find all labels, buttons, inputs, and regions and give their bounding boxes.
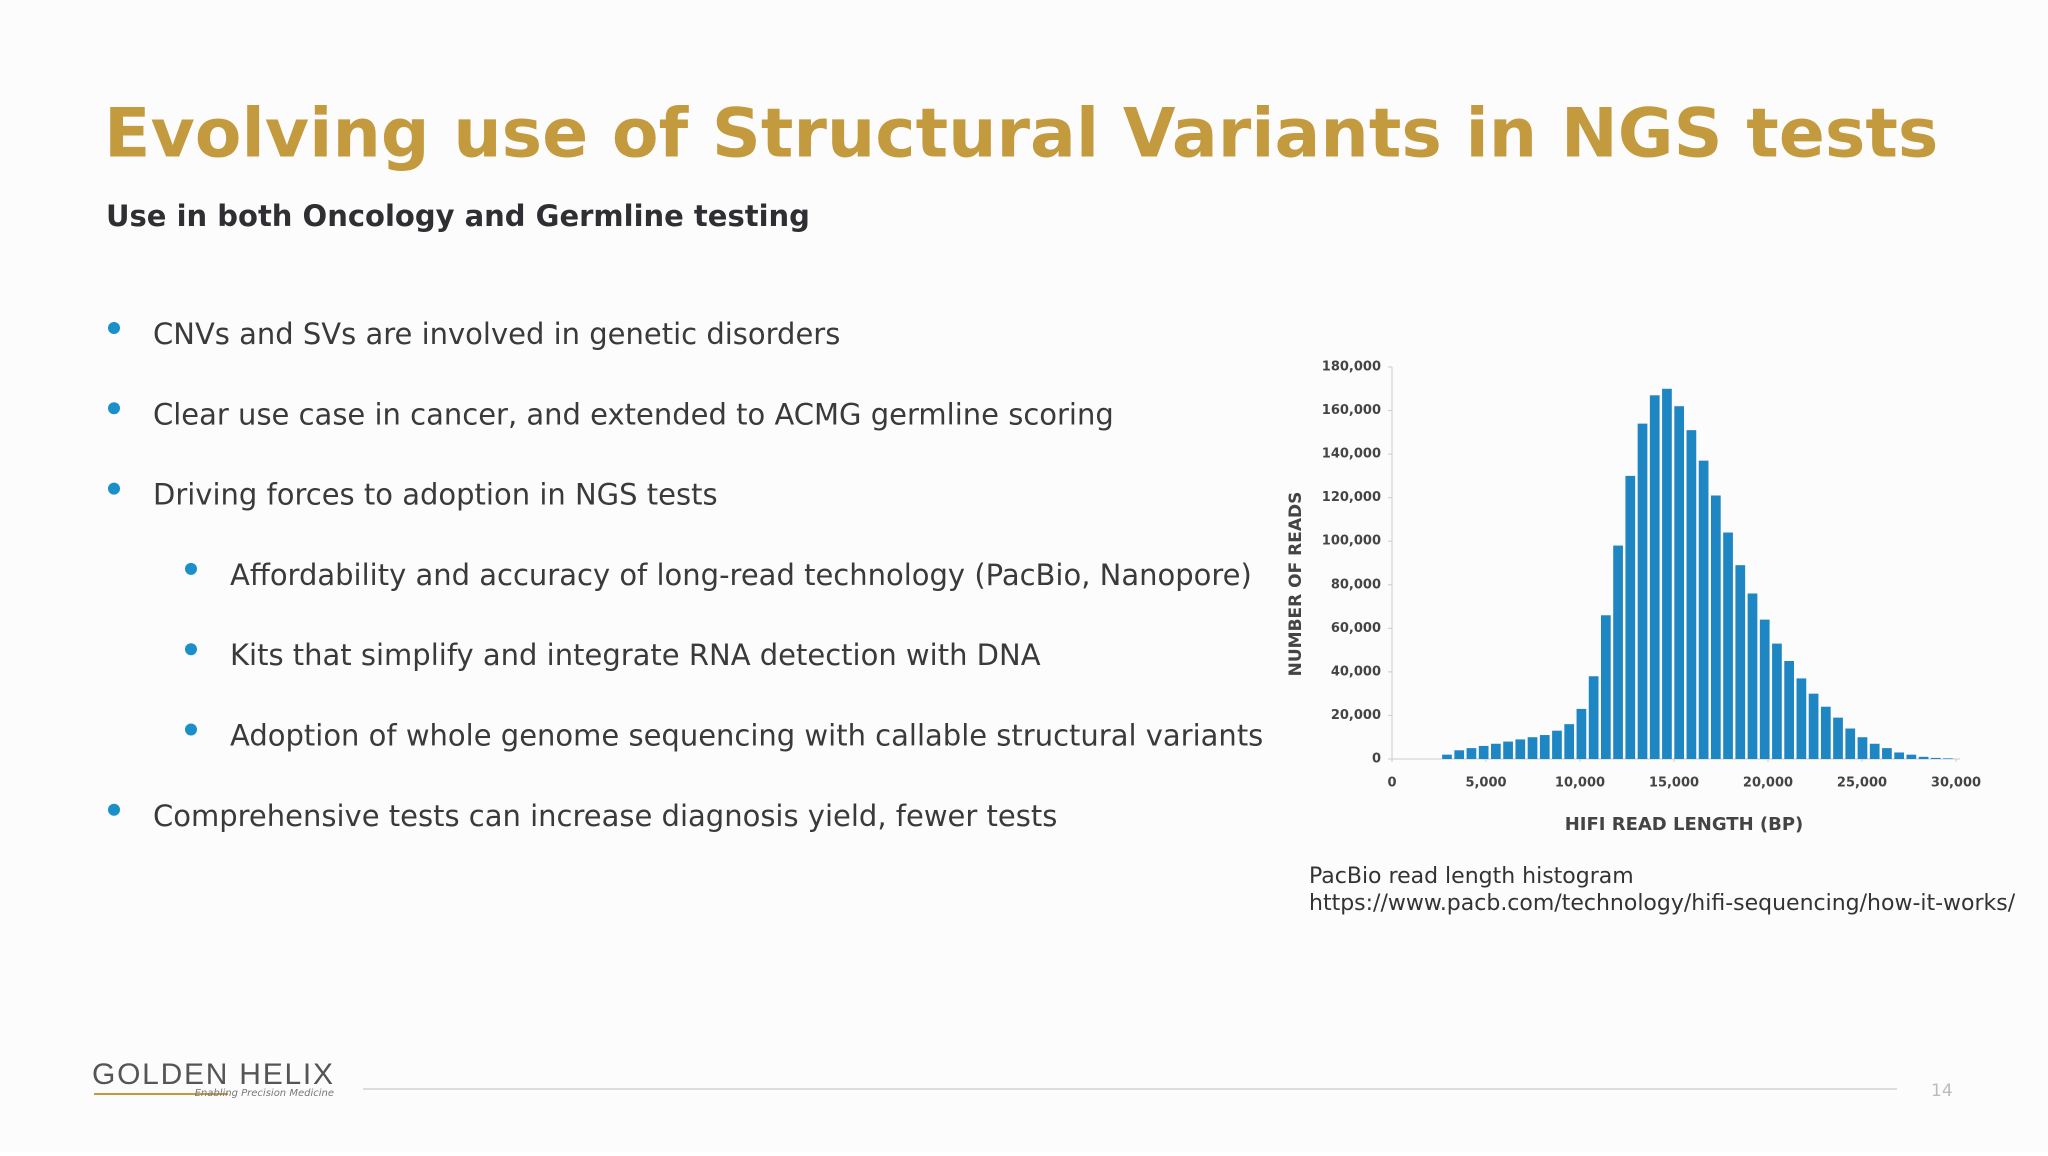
bar	[1564, 724, 1575, 759]
slide-title: Evolving use of Structural Variants in N…	[104, 95, 1938, 174]
bar	[1882, 748, 1892, 759]
bar	[1845, 728, 1856, 759]
logo-tagline: Enabling Precision Medicine	[195, 1088, 334, 1099]
bar	[1943, 758, 1953, 759]
page-number: 14	[1931, 1081, 1953, 1101]
bar	[1808, 693, 1819, 759]
x-tick-label: 10,000	[1555, 776, 1605, 791]
bar	[1759, 619, 1770, 759]
bar	[1613, 545, 1623, 759]
x-axis-label: HIFI READ LENGTH (BP)	[1565, 814, 1804, 835]
bar	[1906, 754, 1917, 759]
bar	[1698, 460, 1709, 759]
bullet-dot	[108, 322, 120, 334]
bullet-text: CNVs and SVs are involved in genetic dis…	[153, 317, 840, 351]
bar	[1503, 741, 1513, 759]
bar	[1796, 678, 1807, 759]
x-tick-label: 30,000	[1931, 776, 1981, 791]
bullet-text: Clear use case in cancer, and extended t…	[153, 397, 1114, 431]
bullet-list: CNVs and SVs are involved in genetic dis…	[108, 317, 1263, 833]
bar	[1442, 754, 1452, 759]
y-tick-label: 40,000	[1331, 664, 1381, 679]
logo: GOLDEN HELIX	[92, 1058, 334, 1091]
x-tick-label: 20,000	[1743, 776, 1793, 791]
bar	[1515, 739, 1526, 759]
y-tick-label: 20,000	[1331, 708, 1381, 723]
slide-subtitle: Use in both Oncology and Germline testin…	[106, 199, 810, 233]
x-tick-label: 25,000	[1837, 776, 1887, 791]
bar	[1918, 756, 1929, 759]
bullet-text: Kits that simplify and integrate RNA det…	[230, 638, 1041, 672]
bullet-dot	[185, 562, 197, 575]
y-tick-label: 120,000	[1322, 490, 1381, 505]
bar	[1625, 475, 1636, 759]
y-tick-label: 140,000	[1322, 447, 1381, 462]
bullet-text: Adoption of whole genome sequencing with…	[230, 719, 1263, 753]
bar	[1600, 615, 1611, 759]
bar	[1930, 757, 1941, 759]
bar	[1723, 532, 1733, 759]
bar	[1894, 752, 1904, 759]
bullet-text: Affordability and accuracy of long-read …	[230, 558, 1252, 592]
bar	[1552, 730, 1562, 759]
y-tick-label: 160,000	[1322, 403, 1381, 418]
bar	[1735, 565, 1746, 759]
y-tick-label: 100,000	[1322, 534, 1381, 549]
y-tick-label: 60,000	[1331, 621, 1381, 636]
bar	[1833, 717, 1843, 759]
bar	[1857, 737, 1868, 759]
bar	[1637, 423, 1648, 759]
bar	[1576, 708, 1587, 759]
bar	[1784, 661, 1795, 759]
bar	[1869, 743, 1880, 759]
bullet-dot	[185, 723, 197, 736]
bar	[1454, 750, 1465, 759]
bullet-text: Comprehensive tests can increase diagnos…	[153, 799, 1057, 833]
y-axis-label: NUMBER OF READS	[1286, 492, 1306, 677]
bar	[1588, 676, 1599, 759]
bullet-dot	[108, 482, 120, 495]
x-tick-label: 15,000	[1649, 776, 1699, 791]
y-tick-label: 80,000	[1331, 577, 1381, 592]
bar	[1491, 743, 1501, 759]
bullet-text: Driving forces to adoption in NGS tests	[153, 478, 718, 512]
caption: PacBio read length histogram	[1309, 864, 1634, 889]
bar	[1539, 735, 1550, 759]
bar	[1527, 737, 1538, 759]
bullet-dot	[108, 402, 120, 415]
y-tick-label: 180,000	[1322, 360, 1381, 375]
bar	[1747, 593, 1758, 759]
y-tick-label: 0	[1372, 752, 1381, 767]
bar	[1478, 745, 1489, 759]
bar	[1674, 406, 1685, 759]
bar	[1820, 706, 1831, 759]
bar	[1686, 430, 1697, 759]
caption-url: https://www.pacb.com/technology/hifi-seq…	[1309, 891, 2016, 916]
bar	[1466, 748, 1477, 759]
bar	[1662, 388, 1672, 759]
x-tick-label: 5,000	[1465, 776, 1506, 791]
histogram: 0 20,000 40,000 60,000 80,000 100,000 120,000 1…	[1286, 360, 1981, 836]
x-tick-label: 0	[1387, 776, 1396, 791]
bar	[1772, 643, 1782, 759]
bar	[1710, 495, 1721, 759]
bullet-dot	[185, 643, 197, 656]
bar	[1649, 395, 1660, 759]
bullet-dot	[108, 803, 120, 816]
